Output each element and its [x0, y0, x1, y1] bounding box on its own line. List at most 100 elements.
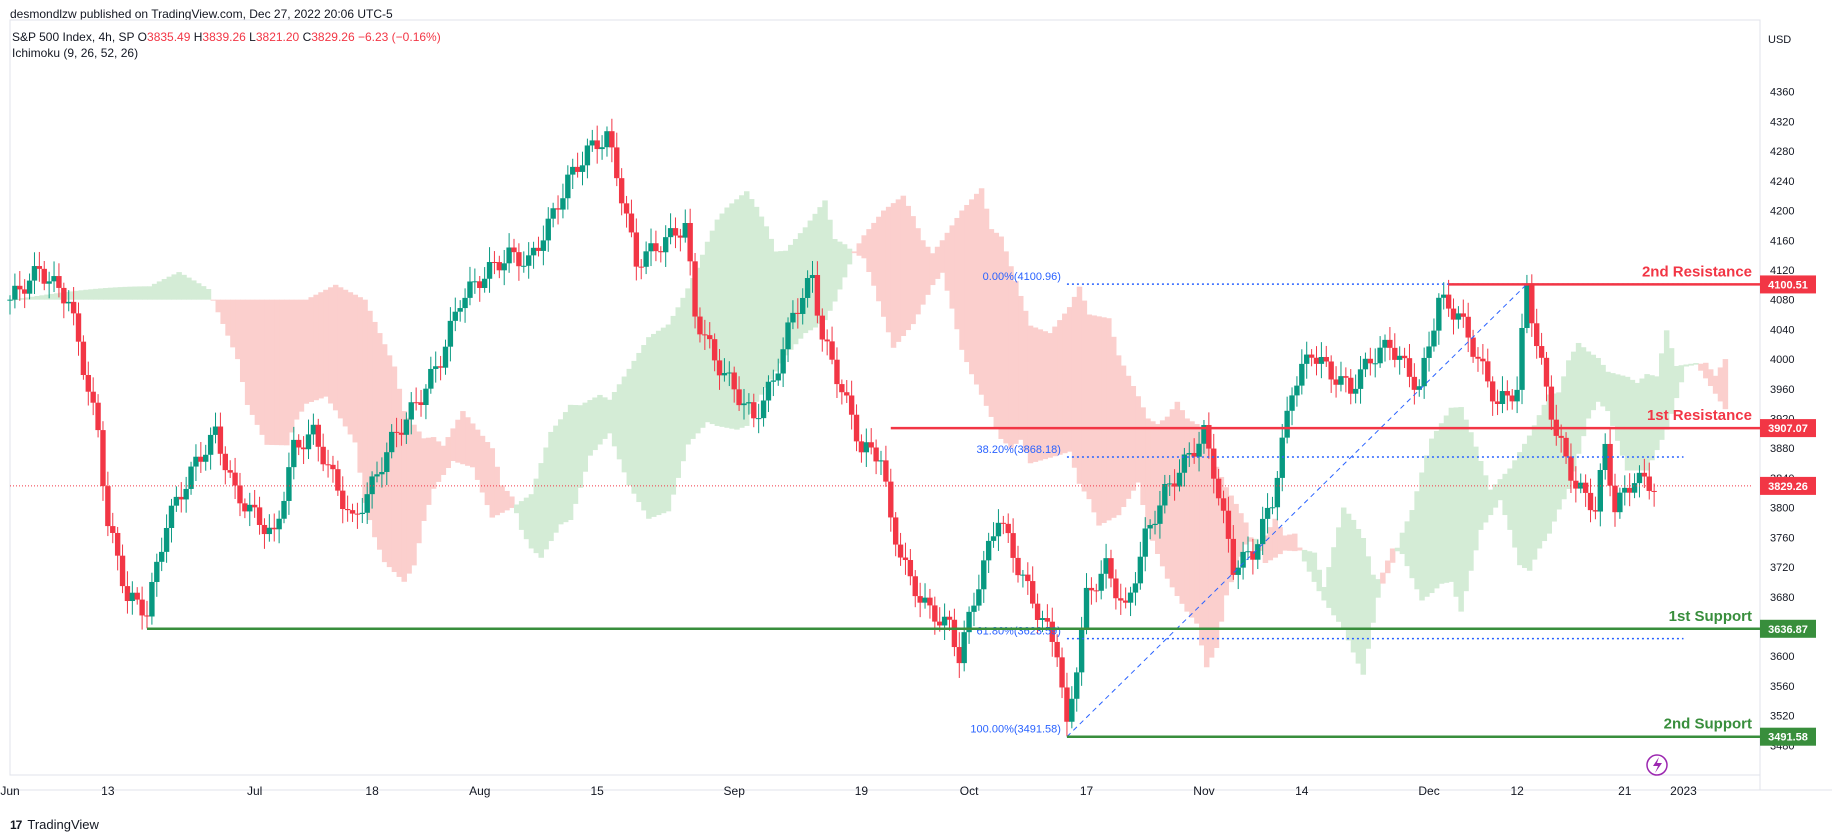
- candle-body: [80, 341, 87, 375]
- candle-body: [1259, 518, 1266, 545]
- candle-body: [212, 426, 219, 435]
- cloud-segment: [1443, 415, 1450, 583]
- cloud-segment: [655, 330, 662, 516]
- candle-body: [335, 469, 341, 491]
- cloud-segment: [1541, 404, 1548, 542]
- cloud-segment: [1301, 549, 1308, 562]
- fib-level-label: 61.80%(3623.59): [977, 626, 1061, 638]
- candle-body: [413, 402, 419, 404]
- cloud-segment: [832, 239, 838, 302]
- candle-body: [1157, 505, 1163, 524]
- candle-body: [937, 621, 943, 626]
- cloud-segment: [1614, 374, 1621, 441]
- cloud-segment: [1287, 534, 1293, 551]
- indicator-label[interactable]: Ichimoku (9, 26, 52, 26): [12, 46, 139, 60]
- cloud-segment: [83, 289, 89, 300]
- ichimoku-cloud: [10, 188, 1729, 675]
- cloud-segment: [856, 243, 863, 256]
- cloud-segment: [1678, 365, 1685, 383]
- candle-body: [927, 597, 933, 606]
- close-label: C: [302, 30, 312, 44]
- candle-body: [809, 275, 816, 279]
- cloud-segment: [900, 195, 907, 336]
- cloud-segment: [1433, 430, 1440, 589]
- cloud-segment: [758, 216, 765, 395]
- candle-body: [570, 166, 576, 175]
- candle-body: [105, 486, 111, 527]
- candle-body: [193, 456, 199, 467]
- cloud-segment: [1409, 510, 1415, 579]
- candle-body: [819, 315, 825, 340]
- cloud-segment: [332, 284, 339, 411]
- candle-body: [1352, 388, 1359, 394]
- candle-body: [340, 490, 346, 510]
- cloud-segment: [1688, 363, 1694, 366]
- cloud-segment: [1047, 333, 1053, 458]
- candle-body: [1171, 483, 1178, 487]
- cloud-segment: [964, 204, 970, 363]
- candle-body: [609, 131, 615, 148]
- cloud-segment: [1052, 326, 1058, 457]
- cloud-segment: [176, 272, 182, 300]
- cloud-segment: [822, 200, 828, 321]
- candle-body: [545, 218, 551, 241]
- candle-body: [183, 488, 189, 500]
- cloud-segment: [841, 244, 848, 278]
- cloud-segment: [1042, 331, 1048, 460]
- candle-body: [511, 247, 517, 253]
- cloud-segment: [298, 299, 305, 412]
- cloud-segment: [259, 299, 266, 435]
- candle-body: [584, 145, 591, 166]
- candle-body: [364, 494, 370, 513]
- candle-body: [1152, 523, 1158, 526]
- cloud-segment: [783, 250, 789, 356]
- x-tick-label: 17: [1080, 784, 1094, 798]
- x-tick-label: 2023: [1670, 784, 1697, 798]
- candlestick-chart[interactable]: 3480352035603600364036803720376038003840…: [0, 0, 1832, 810]
- candle-body: [844, 392, 850, 396]
- cloud-segment: [337, 287, 344, 419]
- symbol-name[interactable]: S&P 500 Index, 4h, SP: [12, 30, 135, 44]
- candle-body: [1431, 330, 1437, 347]
- candle-body: [594, 140, 600, 150]
- candle-body: [1039, 618, 1046, 620]
- candle-body: [579, 165, 586, 172]
- cloud-segment: [778, 251, 784, 364]
- candle-body: [139, 599, 145, 616]
- candle-body: [1480, 358, 1486, 362]
- cloud-segment: [915, 228, 921, 315]
- candle-body: [144, 615, 150, 617]
- candle-body: [667, 228, 674, 238]
- cloud-segment: [660, 327, 667, 514]
- cloud-segment: [1551, 393, 1557, 522]
- cloud-segment: [1698, 363, 1704, 371]
- cloud-segment: [743, 191, 750, 426]
- low-label: L: [249, 30, 256, 44]
- candle-body: [1113, 578, 1119, 599]
- candle-body: [946, 616, 953, 620]
- candle-body: [516, 252, 522, 267]
- cloud-segment: [450, 428, 456, 462]
- cloud-segment: [1659, 353, 1665, 440]
- candle-body: [1519, 327, 1525, 390]
- candle-body: [770, 380, 777, 382]
- cloud-segment: [460, 411, 466, 465]
- cloud-segment: [200, 286, 207, 300]
- cloud-segment: [866, 229, 872, 273]
- candle-body: [1475, 356, 1481, 359]
- cloud-segment: [1487, 489, 1494, 516]
- candle-body: [41, 268, 47, 284]
- cloud-segment: [949, 225, 955, 309]
- price-axis-badge: [1760, 727, 1816, 746]
- candle-body: [496, 262, 503, 271]
- cloud-segment: [372, 321, 378, 538]
- candle-body: [1196, 443, 1202, 457]
- support-level-label: 2nd Support: [1664, 716, 1752, 733]
- candle-body: [467, 281, 473, 298]
- candle-body: [66, 301, 72, 304]
- candle-body: [1029, 581, 1036, 604]
- candle-body: [751, 402, 757, 419]
- candle-body: [1416, 386, 1422, 390]
- cloud-segment: [734, 199, 740, 430]
- cloud-segment: [680, 297, 686, 462]
